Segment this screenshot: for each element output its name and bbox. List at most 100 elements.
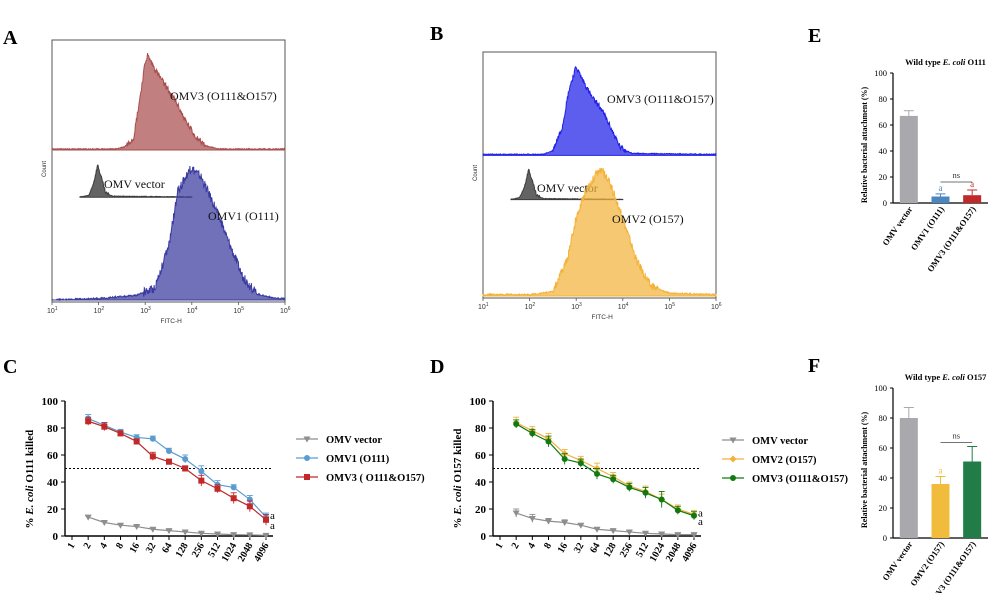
significance-letter: a (698, 516, 703, 528)
x-tick-label: 106 (711, 302, 722, 311)
y-axis-label: % E. coli O111 killed (24, 430, 36, 529)
histogram-label-top: OMV3 (O111&O157) (607, 92, 714, 106)
significance-letter: a (970, 179, 974, 189)
x-tick-label: 64 (160, 541, 175, 555)
data-point (166, 447, 172, 454)
y-tick-label: 40 (475, 477, 487, 489)
panel-letter-c: C (3, 356, 17, 378)
bar (899, 418, 918, 538)
bar (931, 484, 950, 538)
histogram-bottom (482, 167, 717, 297)
legend-marker (303, 436, 311, 443)
data-point (198, 468, 205, 475)
histogram-label-middle: OMV vector (537, 181, 598, 195)
data-point (214, 531, 221, 538)
data-point (230, 484, 237, 491)
data-point (246, 503, 253, 510)
data-point (674, 532, 682, 539)
x-tick-label: 4096 (252, 541, 272, 564)
plot-frame (482, 51, 717, 299)
significance-letter: a (939, 183, 943, 193)
data-point (691, 512, 697, 519)
series-line-1 (87, 417, 267, 518)
panel-letter-e: E (808, 25, 821, 47)
data-point (133, 524, 141, 531)
y-tick-label: 60 (475, 450, 487, 462)
y-axis-label: Count (42, 161, 48, 177)
significance-letter: a (270, 510, 275, 522)
y-tick-label: 100 (42, 396, 59, 408)
attachment-bar-chart-f: Wild type E. coli O157 0 20 40 60 80 100 Relati… (860, 372, 988, 593)
y-tick-label: 0 (883, 198, 887, 208)
legend-marker (730, 475, 736, 481)
significance-letter: a (939, 466, 943, 476)
y-tick-label: 100 (874, 383, 887, 393)
histogram-label-bottom: OMV2 (O157) (612, 212, 684, 226)
data-point (182, 456, 189, 463)
data-point (149, 526, 157, 533)
histogram-top (482, 66, 717, 156)
series-line-0 (515, 512, 694, 536)
flow-histogram-b: OMV3 (O111&O157) OMV vector OMV2 (O157) 101… (473, 51, 722, 321)
x-tick-label: 4 (98, 541, 110, 551)
y-tick-label: 20 (47, 504, 59, 516)
x-tick-label: 104 (187, 306, 198, 315)
x-axis-label: FITC-H (592, 314, 614, 321)
x-tick-label: 2048 (664, 541, 684, 564)
x-tick-label: 64 (588, 541, 603, 555)
data-point (198, 477, 205, 484)
legend-label: OMV3 (O111&O157) (752, 474, 848, 485)
data-point (545, 438, 552, 445)
x-tick-label: 102 (525, 302, 536, 311)
data-point (658, 496, 665, 503)
data-point (262, 532, 270, 539)
attachment-bar-chart-e: Wild type E. coli O111 0 20 40 60 80 100 Relati… (860, 57, 988, 274)
legend-label: OMV2 (O157) (752, 455, 817, 466)
x-tick-label: 256 (618, 541, 635, 559)
x-tick-label: 4096 (680, 541, 700, 564)
y-tick-label: 0 (883, 533, 887, 543)
x-tick-label: 16 (556, 541, 571, 555)
x-tick-label: 103 (571, 302, 582, 311)
significance-label: ns (953, 170, 961, 180)
y-tick-label: 100 (874, 68, 887, 78)
y-tick-label: 0 (53, 531, 59, 543)
data-point (577, 460, 584, 467)
x-tick-label: 104 (618, 302, 629, 311)
x-tick-label: 1024 (648, 541, 668, 564)
x-tick-label: 106 (280, 306, 291, 315)
data-point (561, 520, 569, 526)
x-tick-label: 101 (47, 306, 58, 315)
x-tick-label: 2 (510, 541, 522, 551)
legend-marker (304, 474, 310, 480)
data-point (658, 531, 666, 538)
x-tick-label: 102 (94, 306, 105, 315)
series-line-2 (515, 423, 695, 517)
x-tick-label: OMV vector (880, 204, 914, 247)
bar (963, 461, 982, 538)
x-tick-label: 4 (526, 541, 538, 551)
histogram-label-bottom: OMV1 (O111) (208, 209, 279, 223)
x-tick-label: 256 (190, 541, 207, 559)
y-tick-label: 0 (481, 531, 487, 543)
data-point (577, 522, 585, 529)
y-tick-label: 100 (470, 396, 487, 408)
data-point (117, 430, 124, 437)
data-point (512, 510, 520, 517)
y-tick-label: 60 (47, 450, 59, 462)
legend-label: OMV vector (752, 436, 808, 447)
y-tick-label: 60 (879, 443, 888, 453)
data-point (166, 458, 172, 465)
series-line-0 (87, 516, 267, 536)
data-point (263, 516, 269, 523)
y-tick-label: 80 (879, 94, 888, 104)
x-tick-label: 8 (542, 541, 554, 551)
data-point (182, 465, 189, 472)
y-tick-label: 40 (879, 473, 888, 483)
x-tick-label: 101 (478, 302, 489, 311)
data-point (230, 495, 237, 502)
x-tick-label: 32 (144, 541, 159, 555)
histogram-label-middle: OMV vector (104, 177, 165, 191)
